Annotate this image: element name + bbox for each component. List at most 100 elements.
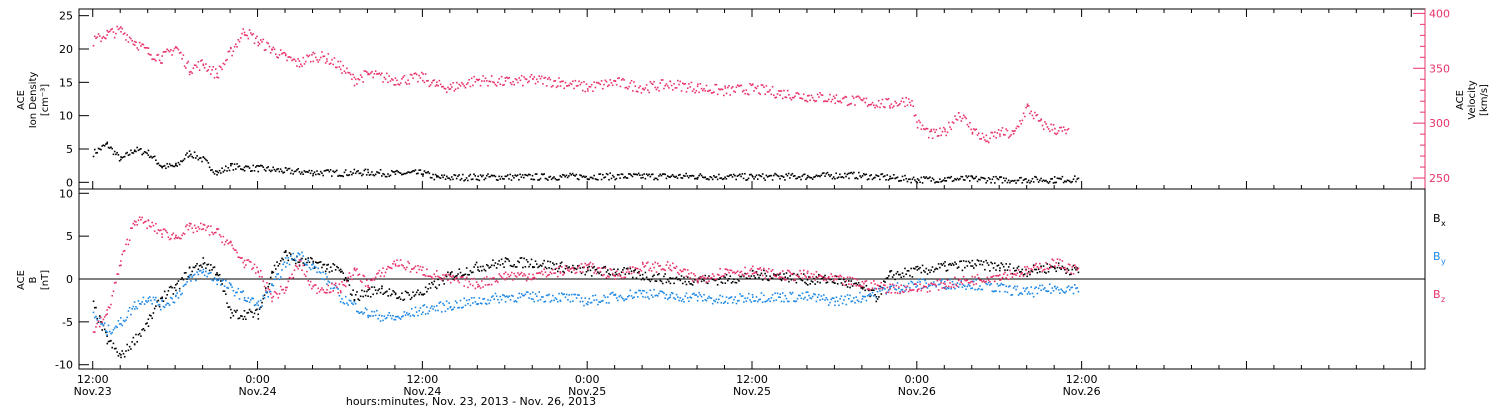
Bz-point <box>761 274 764 277</box>
Bx-point <box>283 251 286 254</box>
velocity-point <box>885 98 887 100</box>
velocity-point <box>698 91 700 94</box>
velocity-point <box>532 78 534 80</box>
density-point <box>1057 177 1060 180</box>
density-point <box>334 170 337 173</box>
velocity-point <box>635 90 638 93</box>
Bx-point <box>1046 263 1049 265</box>
density-point <box>283 171 286 174</box>
Bz-point <box>592 263 594 265</box>
density-point <box>353 168 356 171</box>
velocity-point <box>1004 134 1006 136</box>
By-point <box>995 290 997 292</box>
Bz-point <box>264 289 267 291</box>
density-point <box>262 166 265 168</box>
By-point <box>287 256 290 259</box>
By-point <box>107 324 110 327</box>
density-point <box>1029 182 1031 184</box>
density-point <box>621 173 624 176</box>
density-point <box>740 175 742 178</box>
Bx-point <box>575 268 578 271</box>
Bx-point <box>992 267 995 269</box>
velocity-point <box>193 64 196 66</box>
By-point <box>232 289 235 292</box>
Bx-point <box>289 253 292 256</box>
Bz-point <box>326 291 328 294</box>
Bx-point <box>140 335 142 337</box>
velocity-point <box>788 94 790 96</box>
Bx-point <box>294 262 297 265</box>
density-point <box>742 177 745 180</box>
density-point <box>637 172 640 175</box>
Bz-point <box>855 285 858 287</box>
By-point <box>620 296 623 299</box>
density-point <box>172 165 175 168</box>
density-point <box>207 162 210 164</box>
velocity-point <box>137 49 140 51</box>
velocity-point <box>517 81 519 84</box>
density-point <box>97 147 100 150</box>
velocity-point <box>394 77 397 79</box>
Bz-point <box>344 285 347 288</box>
Bx-point <box>329 266 332 269</box>
By-point <box>419 307 422 309</box>
Bx-point <box>372 293 374 296</box>
Bz-point <box>630 272 633 275</box>
Bx-point <box>136 341 139 343</box>
Bz-point <box>821 275 824 278</box>
Bz-point <box>749 269 751 272</box>
Bz-point <box>273 290 276 293</box>
Bx-point <box>317 261 320 264</box>
By-point <box>95 315 97 318</box>
velocity-point <box>339 60 342 63</box>
Bz-point <box>914 283 916 285</box>
Bx-point <box>123 355 126 358</box>
density-point <box>524 173 526 176</box>
Bx-point <box>383 292 386 294</box>
velocity-point <box>525 78 528 81</box>
Bz-point <box>393 260 395 263</box>
density-point <box>731 176 734 178</box>
Bx-point <box>900 276 903 279</box>
velocity-point <box>967 125 970 128</box>
velocity-point <box>579 83 582 86</box>
Bx-point <box>498 260 500 262</box>
density-point <box>329 169 332 171</box>
By-point <box>384 317 387 320</box>
density-point <box>930 180 933 182</box>
density-point <box>141 153 143 156</box>
By-point <box>774 292 776 294</box>
density-point <box>971 176 974 179</box>
By-point <box>329 287 332 290</box>
By-point <box>684 295 687 297</box>
velocity-point <box>815 100 818 102</box>
By-point <box>312 267 314 270</box>
Bz-point <box>412 268 414 270</box>
velocity-point <box>182 54 185 56</box>
Bx-point <box>313 267 316 269</box>
By-point <box>163 306 166 309</box>
Bx-point <box>540 265 543 267</box>
Bx-point <box>478 270 481 272</box>
Bz-point <box>121 253 124 256</box>
velocity-point <box>727 86 729 89</box>
velocity-point <box>307 55 310 58</box>
density-point <box>780 175 783 177</box>
By-point <box>881 289 884 291</box>
velocity-point <box>909 104 912 106</box>
velocity-point <box>681 82 684 84</box>
By-point <box>790 293 793 295</box>
Bx-point <box>721 282 724 284</box>
Bz-point <box>987 279 990 281</box>
Bx-point <box>113 347 116 350</box>
Bz-point <box>617 274 619 277</box>
density-point <box>133 149 136 152</box>
density-point <box>661 173 664 175</box>
By-point <box>647 296 649 298</box>
density-point <box>769 174 771 177</box>
By-point <box>538 291 541 293</box>
By-point <box>216 279 218 282</box>
By-point <box>916 285 919 287</box>
density-point <box>1019 176 1021 179</box>
density-point <box>910 181 912 184</box>
